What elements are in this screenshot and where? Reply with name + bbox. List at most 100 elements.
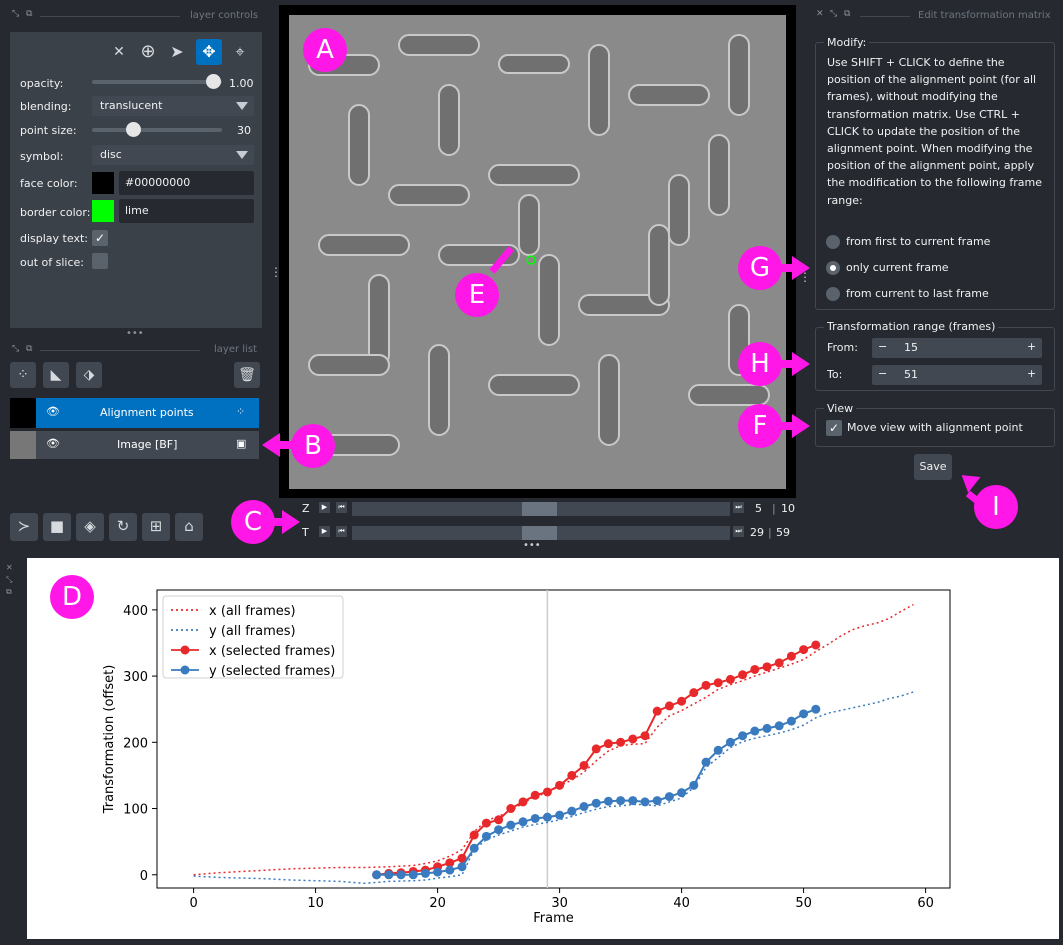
square-icon[interactable]: ■	[43, 513, 71, 541]
marker-f-arrow	[792, 414, 810, 438]
panel-float-icon[interactable]: ⤡	[6, 575, 13, 584]
z-total: 10	[781, 502, 795, 515]
step-back-icon[interactable]: ⏮	[336, 526, 347, 537]
new-shapes-layer-icon[interactable]: ◣	[43, 362, 69, 388]
marker-a: A	[303, 28, 347, 72]
modify-title: Modify:	[824, 36, 870, 49]
play-icon[interactable]: ▶	[319, 526, 330, 537]
border-color-field[interactable]: lime	[119, 199, 254, 223]
symbol-select[interactable]: disc	[92, 145, 254, 165]
symbol-value: disc	[100, 148, 122, 161]
alignment-point[interactable]	[526, 255, 536, 265]
layer-name: Alignment points	[100, 406, 194, 419]
from-spinbox[interactable]: − 15 +	[872, 338, 1042, 358]
transform-icon[interactable]: ⌖	[235, 42, 245, 61]
panel-float-icon[interactable]: ⧉	[844, 9, 851, 19]
roll-icon[interactable]: ↻	[109, 513, 137, 541]
t-slider-handle[interactable]	[522, 526, 557, 540]
series-point-2	[664, 701, 674, 711]
radio-first-to-current[interactable]	[826, 235, 840, 249]
series-point-3	[811, 704, 821, 714]
face-color-swatch[interactable]	[92, 172, 114, 194]
eye-icon[interactable]: 👁	[46, 437, 60, 450]
marker-f-arrow-shaft	[780, 422, 794, 430]
series-point-2	[579, 760, 589, 770]
transform-panel-title: Edit transformation matrix	[918, 10, 1051, 21]
grid-icon[interactable]: ⊞	[142, 513, 170, 541]
out-of-slice-checkbox[interactable]	[92, 253, 108, 269]
new-points-layer-icon[interactable]: ⁘	[10, 362, 36, 388]
point-size-slider-handle[interactable]	[126, 122, 141, 137]
eye-icon[interactable]: 👁	[46, 405, 60, 418]
layer-row-alignment-points[interactable]: 👁 Alignment points ⁘	[10, 398, 259, 428]
plus-icon[interactable]: +	[1027, 340, 1037, 353]
select-points-icon[interactable]: ➤	[170, 42, 184, 61]
home-icon[interactable]: ⌂	[175, 513, 203, 541]
border-color-swatch[interactable]	[92, 200, 114, 222]
t-current: 29	[750, 526, 764, 539]
series-point-3	[494, 825, 504, 835]
resize-handle-icon[interactable]: •••	[523, 540, 541, 551]
move-view-checkbox[interactable]: ✓	[826, 420, 842, 436]
panel-close-icon[interactable]: ⤡	[12, 344, 20, 354]
series-point-3	[677, 788, 687, 798]
panel-float-icon[interactable]: ⧉	[26, 344, 33, 354]
series-point-3	[786, 716, 796, 726]
delete-points-icon[interactable]: ✕	[113, 44, 125, 60]
series-point-2	[701, 680, 711, 690]
panel-close-icon[interactable]: ✕	[6, 563, 13, 572]
radio-current-to-last[interactable]	[826, 287, 840, 301]
face-color-field[interactable]: #00000000	[119, 171, 254, 195]
z-slider-handle[interactable]	[522, 502, 557, 516]
title-divider	[40, 16, 180, 17]
splitter-handle-icon[interactable]: ⋮	[270, 265, 282, 279]
layer-row-image[interactable]: 👁 Image [BF] ▣	[10, 431, 259, 459]
ndisplay-icon[interactable]: ◈	[76, 513, 104, 541]
step-back-icon[interactable]: ⏮	[336, 502, 347, 513]
series-point-3	[799, 709, 809, 719]
resize-handle-icon[interactable]: •••	[126, 328, 144, 339]
panel-close-icon[interactable]: ✕	[816, 9, 824, 19]
panel-float-icon[interactable]: ⧉	[6, 587, 12, 596]
opacity-slider-handle[interactable]	[206, 74, 221, 89]
series-point-3	[530, 813, 540, 823]
new-labels-layer-icon[interactable]: ⬗	[76, 362, 102, 388]
y-axis-label: Transformation (offset)	[102, 665, 117, 815]
minus-icon[interactable]: −	[878, 367, 888, 380]
minus-icon[interactable]: −	[878, 340, 888, 353]
opacity-slider[interactable]	[92, 80, 222, 84]
blending-select[interactable]: translucent	[92, 96, 254, 116]
marker-e: E	[455, 273, 499, 317]
delete-layer-icon[interactable]: 🗑	[234, 362, 260, 388]
panel-float-icon[interactable]: ⧉	[26, 9, 33, 19]
panel-float-icon[interactable]: ⤡	[830, 9, 838, 19]
display-text-checkbox[interactable]: ✓	[92, 230, 108, 246]
points-layer-icon: ⁘	[236, 405, 246, 418]
point-size-value: 30	[237, 124, 251, 137]
radio-only-current[interactable]	[826, 261, 840, 275]
play-icon[interactable]: ▶	[319, 502, 330, 513]
series-point-2	[738, 670, 748, 680]
marker-b-arrow	[262, 433, 280, 457]
move-view-label: Move view with alignment point	[847, 421, 1023, 434]
pan-zoom-icon[interactable]: ✥	[196, 39, 222, 65]
viewer-canvas[interactable]	[279, 5, 796, 498]
console-icon[interactable]: ≻	[10, 513, 38, 541]
z-current: 5	[755, 502, 762, 515]
marker-d: D	[50, 575, 94, 619]
series-point-2	[469, 830, 479, 840]
chevron-down-icon	[236, 151, 248, 159]
save-button[interactable]: Save	[914, 454, 952, 480]
to-spinbox[interactable]: − 51 +	[872, 365, 1042, 385]
point-size-slider[interactable]	[92, 128, 222, 132]
add-points-icon[interactable]: ⊕	[140, 41, 156, 62]
plus-icon[interactable]: +	[1027, 367, 1037, 380]
step-forward-icon[interactable]: ⏭	[733, 526, 744, 537]
step-forward-icon[interactable]: ⏭	[733, 502, 744, 513]
panel-close-icon[interactable]: ⤡	[12, 9, 20, 19]
title-divider	[40, 350, 200, 351]
to-value: 51	[904, 368, 918, 381]
series-point-2	[713, 678, 723, 688]
y-tick-label: 100	[123, 803, 148, 818]
series-point-3	[701, 757, 711, 767]
